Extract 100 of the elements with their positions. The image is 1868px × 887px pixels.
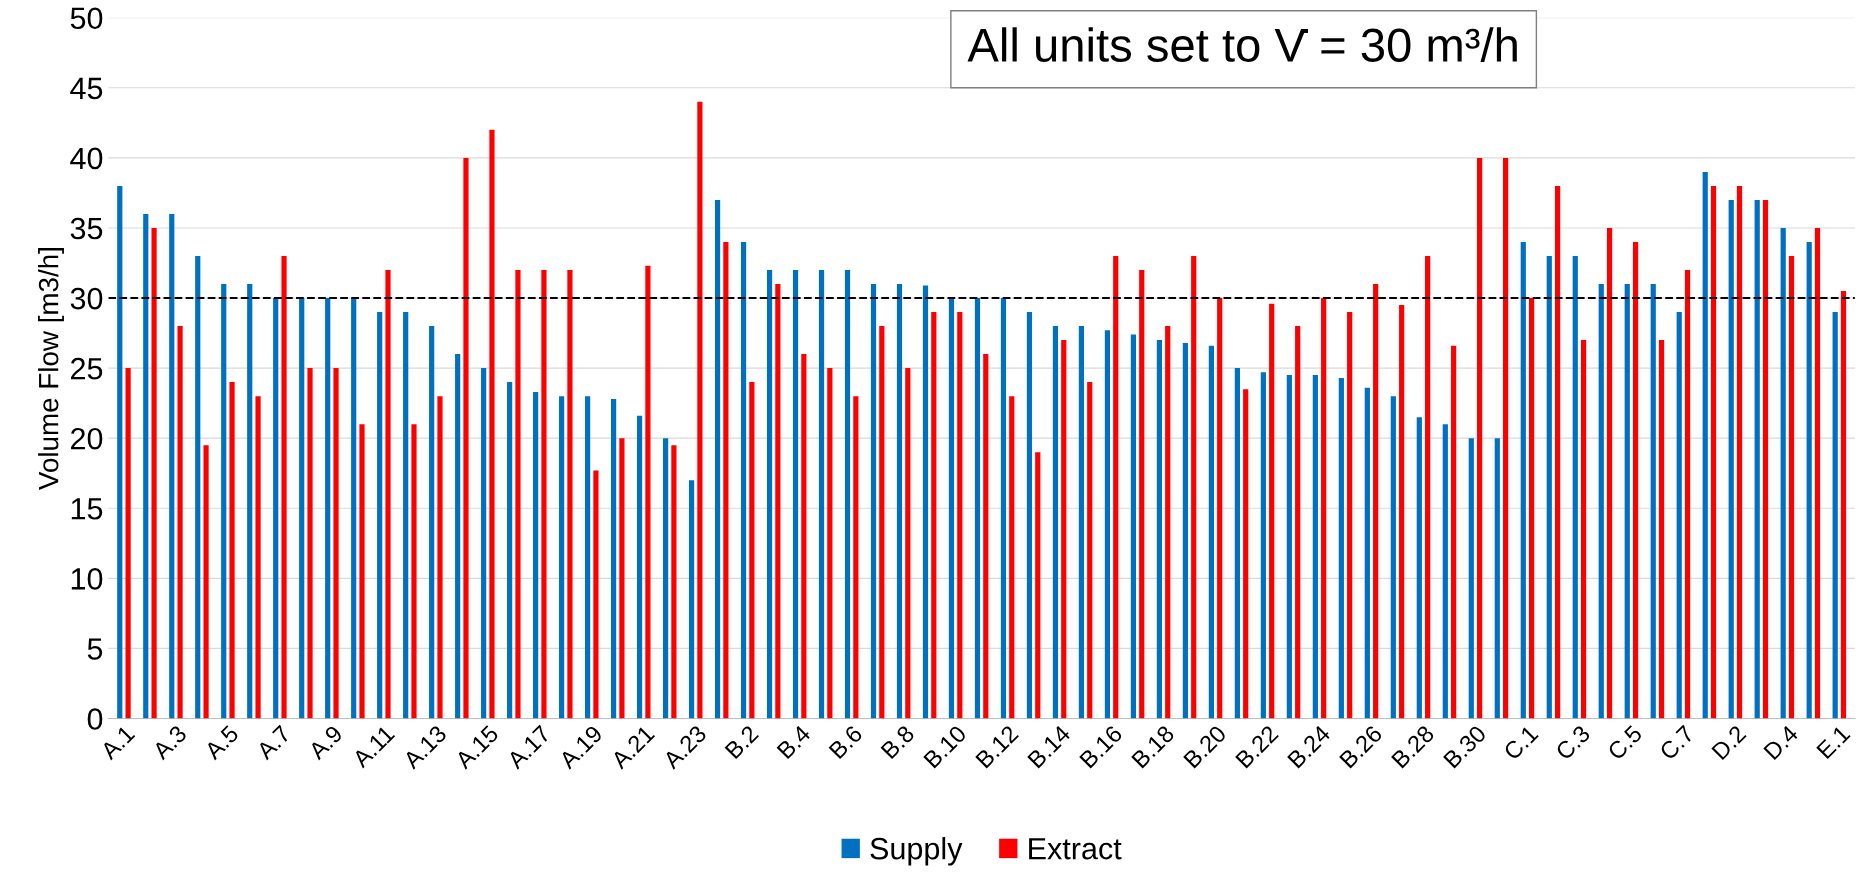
bar xyxy=(273,298,279,719)
bar xyxy=(325,298,331,719)
bar xyxy=(1684,270,1691,719)
bar xyxy=(1788,255,1795,719)
x-tick-label: C.7 xyxy=(1658,724,1695,761)
x-tick-label: B.6 xyxy=(828,724,864,760)
bar xyxy=(818,270,825,719)
bar xyxy=(177,326,183,719)
bar xyxy=(515,270,521,719)
bar xyxy=(385,270,391,719)
bar xyxy=(1598,284,1604,719)
y-tick-label: 50 xyxy=(70,7,103,30)
x-tick-label: C.5 xyxy=(1606,724,1643,761)
bar xyxy=(1554,185,1561,719)
bar xyxy=(740,241,747,719)
bar xyxy=(151,227,157,719)
y-tick-label: 25 xyxy=(71,357,103,380)
bar xyxy=(489,129,495,719)
bar xyxy=(593,470,599,719)
bar xyxy=(1840,291,1847,719)
bar xyxy=(255,396,261,719)
bar xyxy=(541,270,547,719)
bar xyxy=(1451,345,1457,719)
bar xyxy=(1814,227,1821,719)
x-tick-label: A.5 xyxy=(203,724,240,761)
x-tick-label: E.1 xyxy=(1816,724,1851,760)
bar xyxy=(481,368,487,719)
bar xyxy=(792,270,799,719)
bar xyxy=(948,298,955,719)
bar xyxy=(645,265,651,719)
bar xyxy=(1052,326,1059,719)
bar xyxy=(723,241,729,719)
bar xyxy=(1260,372,1266,719)
bar xyxy=(1806,241,1812,719)
bar xyxy=(1546,255,1552,719)
x-tick-label: B.8 xyxy=(880,724,916,760)
bar xyxy=(974,298,981,719)
bar xyxy=(403,312,409,719)
y-tick-label: 30 xyxy=(70,287,103,310)
x-tick-label: D.2 xyxy=(1711,724,1747,761)
bar xyxy=(611,398,617,719)
bar xyxy=(801,354,807,719)
bar xyxy=(1035,452,1041,719)
bar xyxy=(1676,312,1682,719)
bar xyxy=(870,284,877,719)
y-tick-label: 35 xyxy=(70,217,103,240)
bar xyxy=(983,354,989,719)
bar xyxy=(1061,340,1067,719)
bar xyxy=(1425,255,1431,719)
bar xyxy=(1580,340,1587,719)
bar xyxy=(896,284,903,719)
bar xyxy=(922,285,929,719)
bar xyxy=(1000,298,1007,719)
bar xyxy=(749,382,755,719)
bar xyxy=(1780,227,1786,719)
bar xyxy=(1026,312,1033,719)
y-axis-title: Volume Flow [m3/h] xyxy=(38,248,64,490)
bar xyxy=(1364,387,1370,719)
bar xyxy=(507,382,513,719)
bar xyxy=(559,396,565,719)
y-tick-label: 0 xyxy=(87,708,103,730)
bar xyxy=(1295,326,1301,719)
bar xyxy=(1130,334,1137,719)
bar xyxy=(1416,417,1422,719)
bar xyxy=(195,255,201,719)
bar xyxy=(143,213,149,719)
bar xyxy=(1754,199,1760,719)
bar xyxy=(688,480,695,719)
bar xyxy=(1762,199,1769,719)
bar xyxy=(931,312,937,719)
y-tick-label: 10 xyxy=(71,568,103,590)
bar xyxy=(1529,298,1535,719)
bar xyxy=(671,445,677,719)
bar xyxy=(1312,375,1318,719)
bar xyxy=(1710,185,1717,719)
bar xyxy=(1104,330,1111,719)
bar xyxy=(905,368,911,719)
bar xyxy=(377,312,383,719)
bar xyxy=(429,326,435,719)
bar xyxy=(1606,227,1613,719)
bar xyxy=(1165,326,1171,719)
bar xyxy=(437,396,443,719)
bar xyxy=(697,101,703,719)
bar xyxy=(1113,255,1119,719)
legend-label: Extract xyxy=(1029,838,1122,860)
legend-label: Supply xyxy=(870,837,963,866)
bar xyxy=(619,438,625,719)
bar xyxy=(775,284,781,719)
bar xyxy=(1208,345,1214,719)
x-tick-label: C.3 xyxy=(1554,724,1591,761)
bar xyxy=(827,368,833,719)
bar xyxy=(1624,284,1630,719)
bar xyxy=(1736,185,1743,719)
bar xyxy=(662,438,669,719)
bar xyxy=(203,445,209,719)
bar xyxy=(1520,241,1526,719)
bar xyxy=(1373,284,1379,719)
bar xyxy=(1156,340,1163,719)
bar xyxy=(1442,424,1448,719)
bar xyxy=(117,185,123,719)
